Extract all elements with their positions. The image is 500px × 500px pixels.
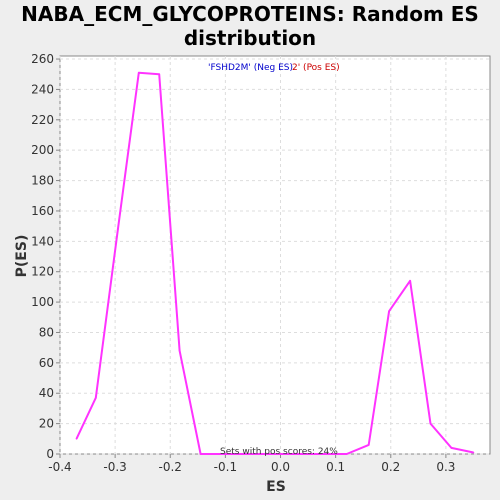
x-tick-label: 0.3 xyxy=(436,460,455,474)
data-point xyxy=(117,228,119,230)
neg-es-annotation: 'FSHD2M' (Neg ES) xyxy=(208,63,293,73)
x-axis-label: ES xyxy=(266,479,286,495)
x-tick-label: -0.2 xyxy=(159,460,182,474)
y-tick-label: 120 xyxy=(31,265,54,279)
x-tick-label: -0.4 xyxy=(48,460,71,474)
y-tick-label: 140 xyxy=(31,234,54,248)
x-tick-label: 0.0 xyxy=(271,460,290,474)
y-tick-label: 260 xyxy=(31,52,54,66)
y-tick-label: 40 xyxy=(39,386,54,400)
data-point xyxy=(95,397,97,399)
data-point xyxy=(345,453,348,455)
data-point xyxy=(388,310,390,313)
sets-pos-scores-annotation: Sets with pos scores: 24% xyxy=(220,447,338,457)
data-point xyxy=(260,453,263,455)
data-point xyxy=(301,453,304,455)
data-point xyxy=(199,453,202,455)
pos-es-annotation: 2' (Pos ES) xyxy=(292,63,340,73)
data-point xyxy=(429,422,432,425)
data-point xyxy=(75,438,78,440)
data-point xyxy=(138,71,140,74)
annotations: 'FSHD2M' (Neg ES) 2' (Pos ES) Sets with … xyxy=(208,63,340,457)
x-tick-label: -0.1 xyxy=(214,460,237,474)
series-layer xyxy=(75,71,475,455)
data-point xyxy=(219,453,221,455)
data-point xyxy=(450,447,453,449)
y-tick-label: 20 xyxy=(39,417,54,431)
axis-ticks: 0 20 40 60 80 100 120 140 160 180 200 220 240 260 -0.4… xyxy=(31,52,455,474)
data-point xyxy=(279,453,282,455)
data-point xyxy=(472,451,475,454)
y-tick-label: 60 xyxy=(39,356,54,370)
data-point xyxy=(240,453,242,455)
data-point xyxy=(409,280,411,282)
data-point xyxy=(367,444,370,446)
x-tick-label: 0.1 xyxy=(326,460,345,474)
y-axis-label: P(ES) xyxy=(14,235,30,278)
data-point xyxy=(158,73,160,75)
y-tick-label: 240 xyxy=(31,82,54,96)
chart-title: NABA_ECM_GLYCOPROTEINS: Random ES distri… xyxy=(21,2,479,50)
y-tick-label: 200 xyxy=(31,143,54,157)
y-tick-label: 180 xyxy=(31,174,54,188)
y-tick-label: 100 xyxy=(31,295,54,309)
grid xyxy=(59,56,490,455)
y-tick-label: 80 xyxy=(39,325,54,339)
y-tick-label: 220 xyxy=(31,113,54,127)
data-point xyxy=(323,453,326,455)
x-tick-label: -0.3 xyxy=(103,460,126,474)
data-point xyxy=(178,349,181,352)
y-tick-label: 0 xyxy=(46,447,54,461)
x-tick-label: 0.2 xyxy=(381,460,400,474)
series-line xyxy=(75,71,474,455)
y-tick-label: 160 xyxy=(31,204,54,218)
